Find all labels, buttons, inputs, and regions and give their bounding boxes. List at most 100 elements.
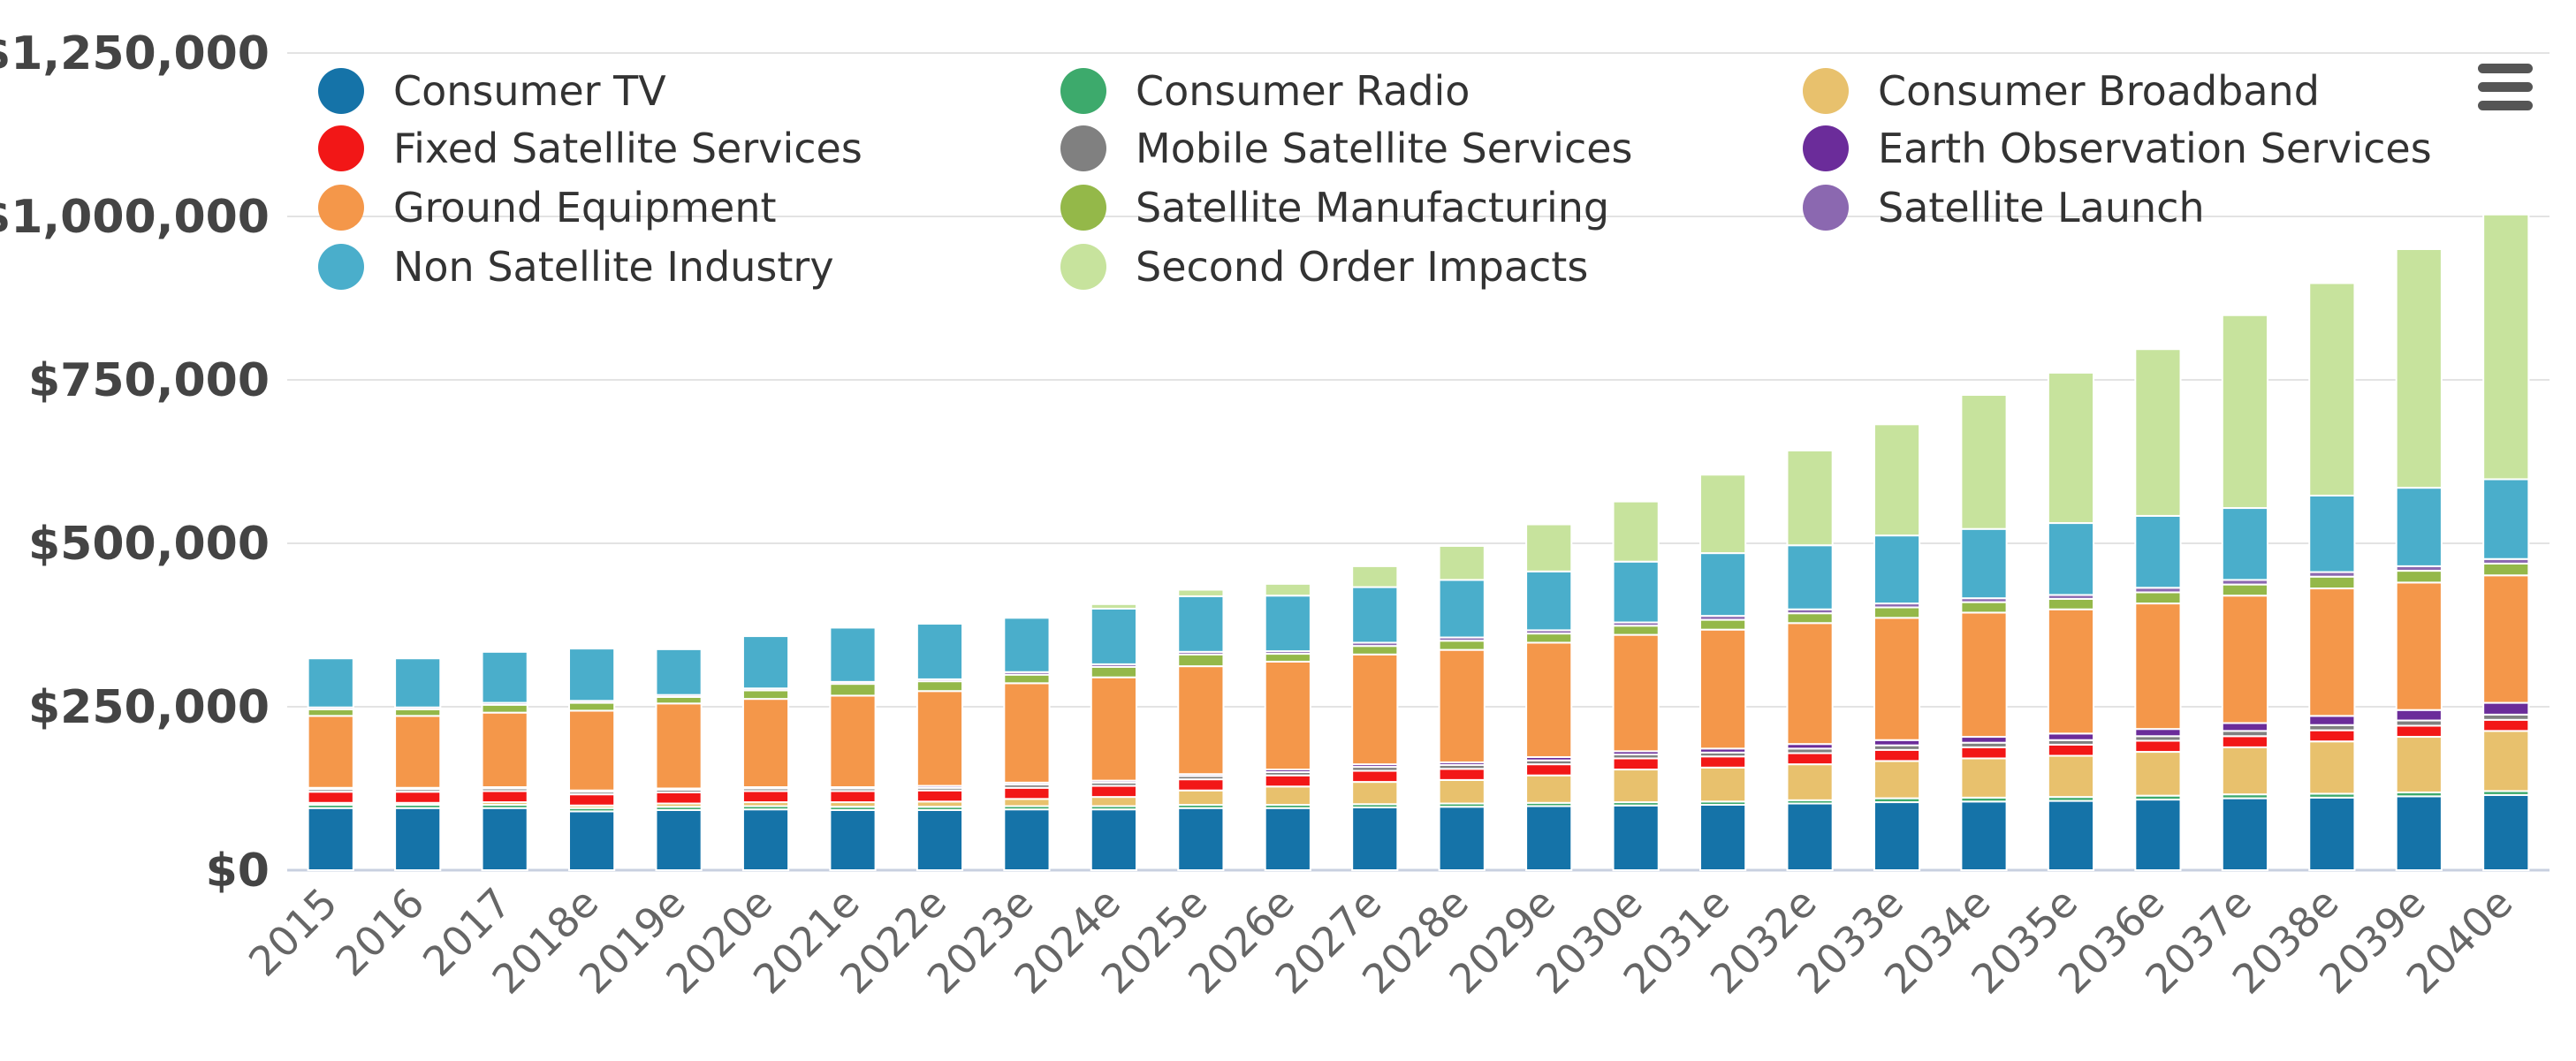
legend-item[interactable]: Consumer Radio (1060, 67, 1470, 115)
bar-segment (1438, 768, 1486, 781)
bar-segment (2395, 709, 2443, 722)
bar-segment (2134, 591, 2182, 605)
legend-marker (318, 244, 364, 290)
legend-item[interactable]: Fixed Satellite Services (318, 125, 862, 172)
chart-menu-icon[interactable] (2474, 64, 2538, 118)
bar-segment (1612, 633, 1660, 753)
bar-segment (829, 626, 877, 683)
legend-item[interactable]: Consumer TV (318, 67, 666, 115)
bar-segment (1873, 617, 1921, 741)
bar-stack-2028e (1438, 544, 1486, 871)
bar-segment (916, 680, 964, 693)
bar-segment (1177, 653, 1225, 668)
bar-segment (1003, 617, 1051, 673)
legend-label: Consumer Broadband (1878, 67, 2320, 115)
bar-segment (1438, 806, 1486, 871)
bar-segment (1003, 798, 1051, 807)
bar-segment (307, 715, 354, 789)
legend-item[interactable]: Non Satellite Industry (318, 243, 834, 291)
legend-item[interactable]: Earth Observation Services (1803, 125, 2432, 172)
bar-segment (2482, 701, 2530, 716)
bar-segment (568, 793, 616, 807)
legend-item[interactable]: Second Order Impacts (1060, 243, 1588, 291)
bar-segment (1612, 804, 1660, 871)
bar-segment (1699, 628, 1747, 750)
bar-segment (1438, 778, 1486, 805)
bar-segment (1786, 544, 1834, 610)
legend-label: Ground Equipment (393, 184, 777, 231)
bar-segment (1873, 534, 1921, 605)
bar-segment (1003, 786, 1051, 800)
legend-item[interactable]: Satellite Launch (1803, 184, 2205, 231)
bar-segment (1525, 763, 1573, 777)
legend-label: Earth Observation Services (1878, 125, 2432, 172)
bar-segment (916, 690, 964, 787)
bar-segment (1090, 784, 1137, 799)
y-tick-label: $500,000 (28, 518, 270, 571)
bar-segment (1090, 676, 1137, 782)
bar-segment (1351, 565, 1399, 588)
legend-label: Consumer Radio (1136, 67, 1470, 115)
bar-segment (1873, 801, 1921, 871)
bar-segment (1699, 474, 1747, 555)
bar-segment (1438, 640, 1486, 651)
bar-stack-2037e (2221, 314, 2268, 871)
legend-marker (1803, 125, 1849, 171)
bar-segment (2047, 800, 2095, 871)
bar-segment (2221, 797, 2268, 871)
bar-segment (2395, 248, 2443, 489)
bar-segment (1612, 500, 1660, 563)
bar-segment (2221, 583, 2268, 597)
bar-segment (2221, 722, 2268, 732)
bar-stack-2034e (1960, 394, 2008, 871)
bar-segment (1873, 606, 1921, 619)
legend-item[interactable]: Mobile Satellite Services (1060, 125, 1633, 172)
bar-segment (2308, 587, 2356, 717)
bar-segment (2134, 602, 2182, 731)
legend-label: Second Order Impacts (1136, 243, 1588, 291)
bar-segment (2134, 514, 2182, 589)
bar-segment (741, 689, 790, 701)
bar-segment (1177, 588, 1225, 597)
bar-segment (1438, 579, 1486, 639)
bar-segment (2047, 754, 2095, 799)
bar-segment (1351, 769, 1399, 784)
bar-segment (394, 715, 442, 789)
bar-stack-2017 (481, 650, 528, 872)
bar-segment (2047, 371, 2095, 525)
legend-item[interactable]: Ground Equipment (318, 184, 777, 231)
legend-item[interactable]: Consumer Broadband (1803, 67, 2320, 115)
legend-label: Fixed Satellite Services (393, 125, 862, 172)
bar-segment (1264, 807, 1311, 872)
bar-segment (394, 708, 442, 717)
bar-segment (1786, 802, 1834, 872)
bar-stack-2030e (1612, 500, 1660, 871)
bar-segment (568, 810, 616, 872)
legend-item[interactable]: Satellite Manufacturing (1060, 184, 1609, 231)
bar-segment (1090, 808, 1137, 871)
bar-segment (1612, 757, 1660, 771)
bar-segment (2134, 751, 2182, 797)
bar-segment (829, 790, 877, 804)
bar-segment (1177, 595, 1225, 653)
bar-segment (655, 695, 703, 705)
bar-stack-2021e (829, 626, 877, 871)
bar-segment (1960, 527, 2008, 600)
bar-segment (829, 808, 877, 871)
bar-segment (1612, 769, 1660, 804)
legend-label: Mobile Satellite Services (1136, 125, 1633, 172)
bar-segment (1699, 766, 1747, 803)
bar-segment (1525, 523, 1573, 572)
y-tick-label: $250,000 (28, 681, 270, 734)
bar-segment (1177, 778, 1225, 792)
bar-stack-2020e (741, 635, 790, 871)
bar-segment (1264, 595, 1311, 653)
bar-segment (829, 683, 877, 697)
bar-segment (1351, 781, 1399, 806)
bar-segment (2482, 793, 2530, 872)
bar-segment (1960, 757, 2008, 799)
bar-stack-2040e (2482, 213, 2530, 872)
bar-segment (394, 791, 442, 804)
bar-segment (1438, 544, 1486, 581)
bar-segment (2221, 746, 2268, 796)
